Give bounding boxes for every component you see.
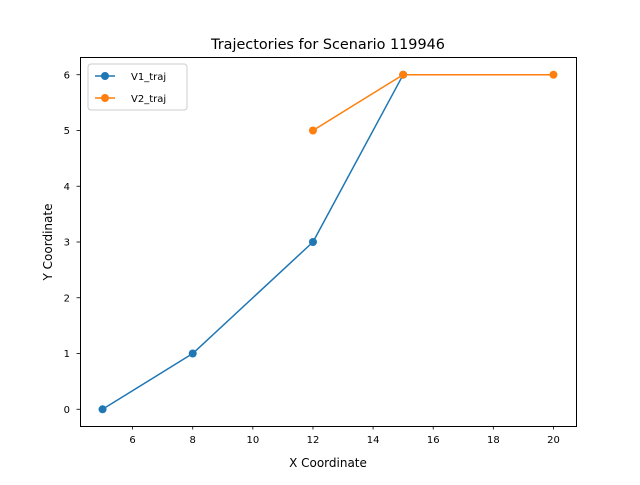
x-tick-label: 10 <box>246 435 259 446</box>
y-tick-label: 2 <box>64 293 70 304</box>
y-tick-label: 6 <box>64 70 70 81</box>
chart-title: Trajectories for Scenario 119946 <box>210 37 445 53</box>
y-tick-label: 3 <box>64 238 70 249</box>
plot-frame <box>80 57 577 427</box>
legend-swatch-marker <box>101 72 109 80</box>
series-line-V1_traj <box>101 73 405 411</box>
legend-entry-V1_traj: V1_traj <box>95 72 166 83</box>
data-point-V2_traj-2 <box>549 70 558 79</box>
data-point-V1_traj-0 <box>98 405 107 414</box>
x-tick-label: 14 <box>367 435 380 446</box>
series-V2_traj <box>308 70 558 135</box>
data-point-V2_traj-1 <box>399 70 408 79</box>
x-tick-label: 18 <box>487 435 500 446</box>
x-tick-label: 6 <box>129 435 135 446</box>
y-tick-label: 4 <box>64 182 70 193</box>
x-tick-label: 16 <box>427 435 440 446</box>
x-tick-label: 8 <box>190 435 196 446</box>
data-point-V1_traj-2 <box>308 238 317 246</box>
legend-label: V1_traj <box>131 72 166 83</box>
legend-label: V2_traj <box>131 94 166 105</box>
x-axis-ticks: 6 8 10 12 14 16 18 20 <box>129 426 560 446</box>
data-point-V1_traj-1 <box>188 349 197 358</box>
data-point-V2_traj-0 <box>308 126 317 135</box>
series-line-V2_traj <box>311 73 555 132</box>
y-tick-label: 0 <box>64 405 70 416</box>
y-tick-label: 1 <box>64 349 70 360</box>
legend: V1_traj V2_traj <box>87 63 188 111</box>
y-axis-ticks: 0 1 2 3 4 5 6 <box>64 70 80 416</box>
series-layer <box>98 70 558 414</box>
y-tick-label: 5 <box>64 126 70 137</box>
x-axis-label: X Coordinate <box>289 456 367 470</box>
legend-entry-V2_traj: V2_traj <box>95 94 166 105</box>
x-tick-label: 20 <box>547 435 560 446</box>
x-tick-label: 12 <box>307 435 320 446</box>
y-axis-label: Y Coordinate <box>41 204 55 282</box>
series-V1_traj <box>98 70 408 414</box>
legend-swatch-marker <box>101 94 109 102</box>
